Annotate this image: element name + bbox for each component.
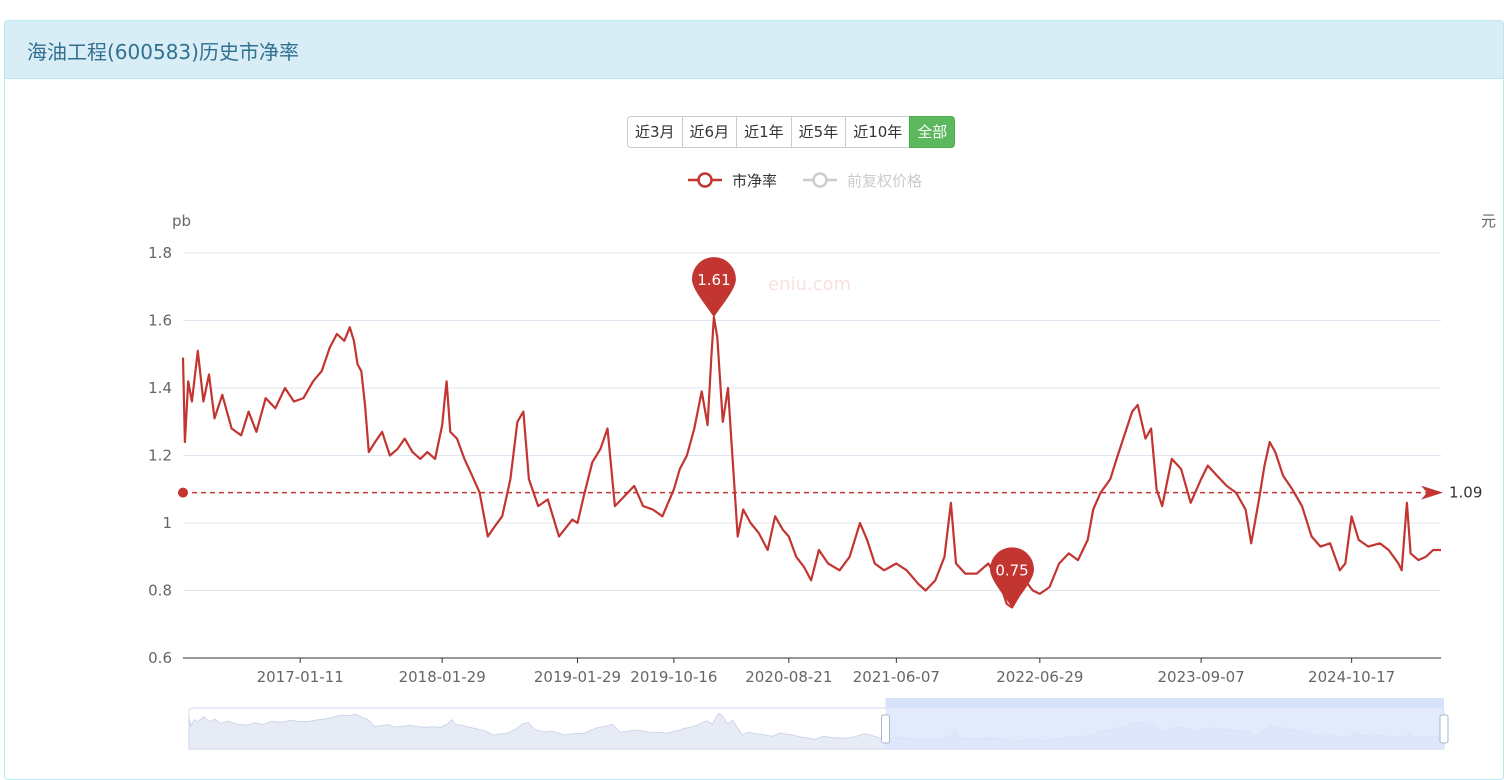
range-button-1y[interactable]: 近1年 [736,116,792,148]
panel-heading: 海油工程(600583)历史市净率 [5,21,1503,79]
range-button-all[interactable]: 全部 [909,116,956,148]
data-zoom-slider[interactable] [188,698,1449,750]
range-button-5y[interactable]: 近5年 [790,116,847,148]
legend-item-pb[interactable]: 市净率 [688,172,777,190]
legend-marker-price [812,172,828,188]
legend-marker-pb [697,172,713,188]
zoom-selection [885,708,1444,749]
range-button-6m[interactable]: 近6月 [681,116,738,148]
range-button-group: 近3月 近6月 近1年 近5年 近10年 全部 [627,116,956,148]
panel-title: 海油工程(600583)历史市净率 [27,40,299,64]
zoom-move-bar [885,698,1444,708]
zoom-handle-end [1439,714,1449,744]
zoom-handle-start [881,714,891,744]
range-button-3m[interactable]: 近3月 [627,116,683,148]
legend-item-price[interactable]: 前复权价格 [803,172,922,190]
legend-label-pb: 市净率 [732,172,777,190]
legend-label-price: 前复权价格 [847,172,922,190]
range-button-10y[interactable]: 近10年 [845,116,911,148]
